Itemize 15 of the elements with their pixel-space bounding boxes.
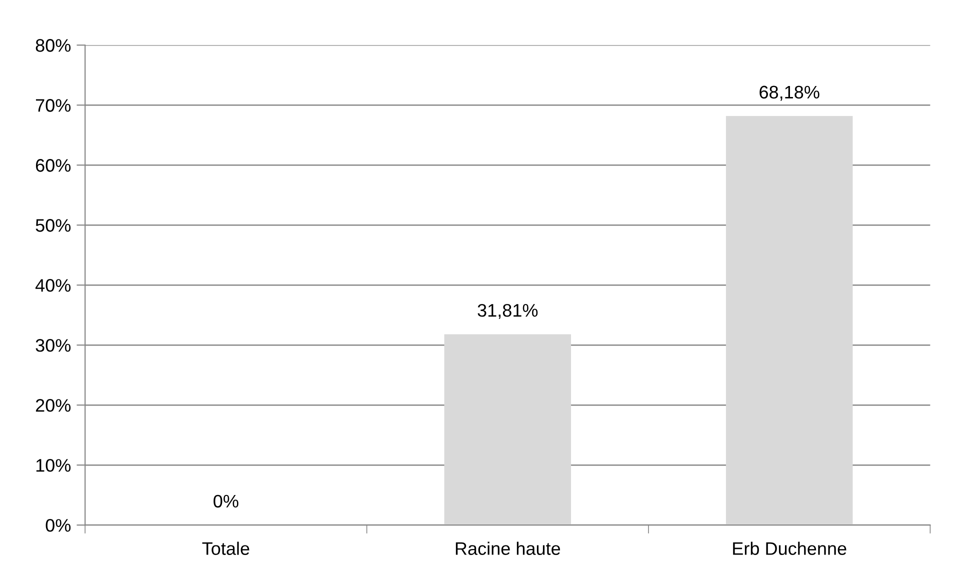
- data-label: 31,81%: [478, 304, 538, 319]
- y-tick-label: 40%: [35, 279, 71, 292]
- y-tick-label: 0%: [46, 518, 71, 532]
- y-tick-label: 70%: [36, 99, 71, 112]
- x-tick-label: Erb Duchenne: [733, 542, 846, 555]
- x-tick-label: Totale: [202, 542, 250, 555]
- y-tick-label: 80%: [36, 39, 71, 52]
- y-tick-label: 60%: [36, 159, 71, 172]
- y-tick-label: 10%: [36, 459, 71, 472]
- y-tick-label: 50%: [36, 219, 71, 232]
- x-tick-label: Racine haute: [456, 542, 560, 555]
- y-tick-label: 20%: [36, 399, 71, 412]
- data-label: 0%: [214, 494, 238, 508]
- y-tick-label: 30%: [36, 339, 71, 352]
- data-label: 68,18%: [760, 86, 820, 101]
